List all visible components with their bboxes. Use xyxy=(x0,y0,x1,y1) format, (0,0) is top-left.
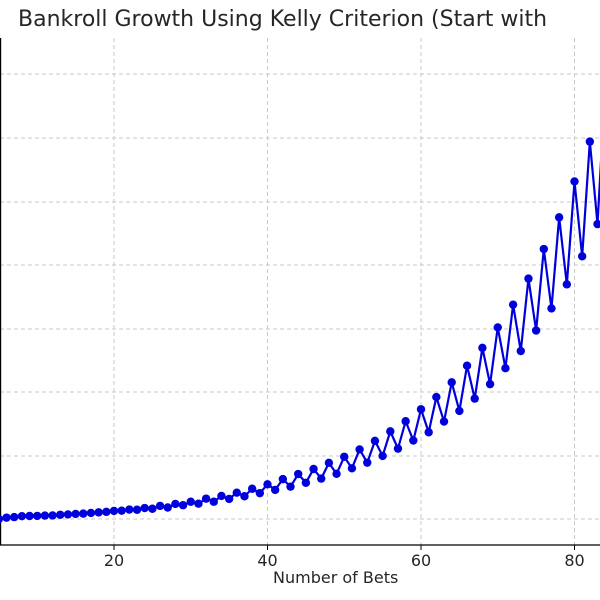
data-point xyxy=(593,219,600,229)
data-point xyxy=(447,378,456,387)
data-point xyxy=(178,501,188,510)
data-point xyxy=(478,343,487,353)
data-point xyxy=(86,508,96,518)
data-point xyxy=(455,406,464,416)
data-point xyxy=(125,505,134,514)
data-point xyxy=(201,494,211,503)
data-point xyxy=(10,512,19,522)
data-point xyxy=(17,512,27,521)
data-point xyxy=(240,492,249,501)
data-point xyxy=(378,451,387,461)
data-point xyxy=(224,494,234,504)
data-point xyxy=(439,417,449,426)
data-point xyxy=(309,464,318,474)
data-point xyxy=(324,458,334,468)
data-point xyxy=(286,482,295,491)
chart-title: Bankroll Growth Using Kelly Criterion (S… xyxy=(18,7,548,32)
data-point xyxy=(355,445,364,454)
series-layer xyxy=(0,137,600,524)
data-point xyxy=(393,444,403,453)
data-point xyxy=(0,514,4,524)
data-point xyxy=(194,499,203,508)
data-point xyxy=(416,405,426,414)
data-point xyxy=(186,497,195,506)
data-point xyxy=(79,509,88,518)
data-point xyxy=(462,361,472,370)
x-tick-label: 60 xyxy=(411,551,431,570)
data-point xyxy=(347,464,357,473)
axes xyxy=(0,38,600,550)
data-point xyxy=(386,427,395,436)
data-point xyxy=(432,392,441,402)
grid xyxy=(0,38,600,545)
data-point xyxy=(370,436,380,446)
data-point xyxy=(570,177,579,186)
data-point xyxy=(501,364,510,373)
data-point xyxy=(263,480,272,489)
data-point xyxy=(547,304,556,313)
data-point xyxy=(493,323,502,332)
data-point xyxy=(508,300,518,309)
data-point xyxy=(25,511,34,521)
data-point xyxy=(148,504,157,513)
data-point xyxy=(294,469,303,479)
data-point xyxy=(33,511,42,521)
data-point xyxy=(71,509,80,519)
data-point xyxy=(209,497,218,506)
data-point xyxy=(155,501,165,511)
data-point xyxy=(470,394,479,403)
data-point xyxy=(301,478,311,487)
data-point xyxy=(117,506,126,515)
data-point xyxy=(485,379,495,389)
data-point xyxy=(102,507,111,517)
x-tick-label: 40 xyxy=(257,551,277,570)
data-point xyxy=(409,436,418,445)
data-point xyxy=(270,485,280,495)
data-point xyxy=(140,503,149,513)
data-point xyxy=(531,326,541,335)
data-point xyxy=(48,511,57,520)
data-point xyxy=(171,499,180,509)
data-point xyxy=(516,346,525,356)
x-tick-label: 80 xyxy=(564,551,584,570)
data-point xyxy=(278,474,288,484)
data-point xyxy=(132,505,142,514)
data-point xyxy=(247,484,257,493)
data-point xyxy=(56,510,65,519)
x-tick-labels: 20 40 60 80 xyxy=(104,551,585,570)
data-point xyxy=(332,469,341,479)
data-point xyxy=(585,137,595,146)
data-point xyxy=(255,488,265,498)
data-point xyxy=(232,488,241,497)
data-point xyxy=(40,511,50,520)
x-tick-label: 20 xyxy=(104,551,124,570)
data-point xyxy=(554,213,564,222)
data-point xyxy=(217,491,226,501)
data-point xyxy=(109,506,119,516)
data-point xyxy=(577,252,587,261)
data-point xyxy=(94,508,103,517)
x-axis-label: Number of Bets xyxy=(273,568,399,587)
data-point xyxy=(317,474,326,483)
data-point xyxy=(63,510,73,519)
data-point xyxy=(363,458,372,467)
data-point xyxy=(163,503,172,512)
data-point xyxy=(424,428,433,437)
data-point xyxy=(401,417,410,426)
data-point xyxy=(562,280,572,289)
data-point xyxy=(340,452,349,461)
data-point xyxy=(2,513,11,522)
data-point xyxy=(524,274,533,283)
data-point xyxy=(539,244,548,254)
